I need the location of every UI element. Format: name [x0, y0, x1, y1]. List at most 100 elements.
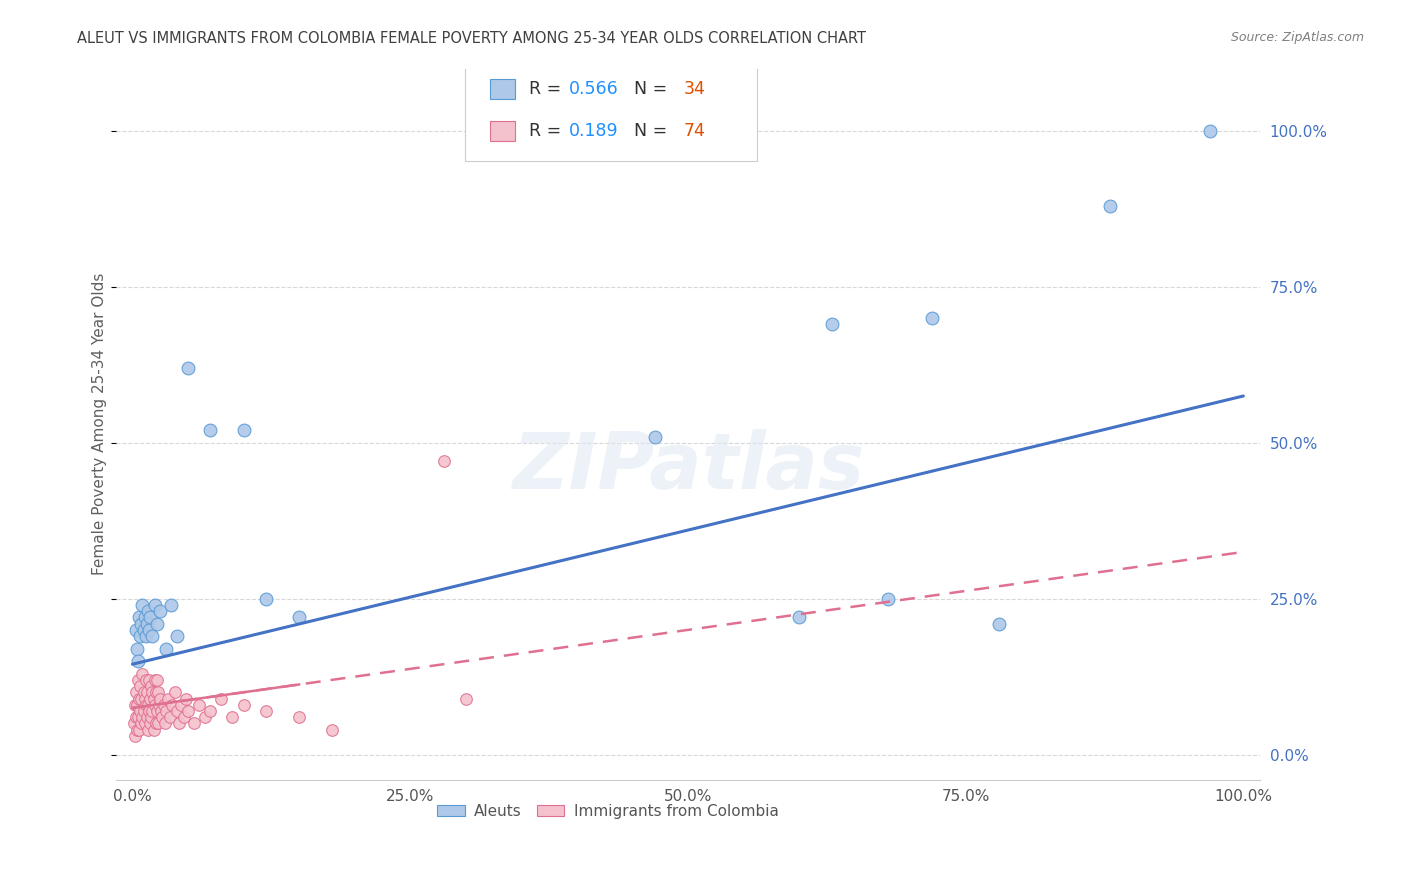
Point [139, 610, 162, 624]
Point [138, 673, 160, 687]
Point [194, 710, 217, 724]
Point [125, 641, 148, 656]
Point [135, 673, 157, 687]
Text: 74: 74 [683, 122, 706, 140]
Point [160, 598, 183, 612]
Point [141, 710, 163, 724]
Point [177, 704, 200, 718]
Point [141, 629, 163, 643]
Point [153, 716, 176, 731]
Point [134, 610, 156, 624]
Point [141, 685, 163, 699]
Point [125, 723, 148, 737]
Point [454, 691, 477, 706]
Point [166, 704, 188, 718]
Point [170, 698, 193, 712]
Point [134, 716, 156, 731]
Legend: Aleuts, Immigrants from Colombia: Aleuts, Immigrants from Colombia [432, 798, 785, 825]
Text: 0.189: 0.189 [569, 122, 619, 140]
Point [232, 423, 254, 437]
Point [136, 698, 159, 712]
Text: ZIPatlas: ZIPatlas [512, 429, 865, 505]
Point [288, 610, 311, 624]
Point [152, 698, 174, 712]
Point [163, 685, 186, 699]
Point [143, 698, 166, 712]
Point [127, 654, 149, 668]
Point [146, 616, 169, 631]
Point [183, 716, 205, 731]
Point [149, 604, 172, 618]
Text: R =: R = [529, 122, 567, 140]
Point [142, 691, 165, 706]
Point [188, 698, 211, 712]
Text: R =: R = [529, 80, 567, 98]
Point [125, 685, 148, 699]
Point [145, 685, 167, 699]
Text: ALEUT VS IMMIGRANTS FROM COLOMBIA FEMALE POVERTY AMONG 25-34 YEAR OLDS CORRELATI: ALEUT VS IMMIGRANTS FROM COLOMBIA FEMALE… [77, 31, 866, 46]
Point [139, 691, 162, 706]
Point [135, 629, 157, 643]
Point [787, 610, 810, 624]
Point [138, 704, 160, 718]
Point [221, 710, 243, 724]
Point [232, 698, 254, 712]
Point [128, 723, 150, 737]
Point [167, 716, 190, 731]
Text: Source: ZipAtlas.com: Source: ZipAtlas.com [1230, 31, 1364, 45]
Point [1199, 124, 1222, 138]
Point [129, 704, 152, 718]
Point [146, 716, 169, 731]
Y-axis label: Female Poverty Among 25-34 Year Olds: Female Poverty Among 25-34 Year Olds [93, 273, 107, 575]
Point [141, 704, 163, 718]
Point [254, 591, 277, 606]
Point [135, 710, 157, 724]
Point [987, 616, 1010, 631]
Text: 0.566: 0.566 [569, 80, 619, 98]
Point [131, 666, 153, 681]
Point [125, 623, 148, 637]
Point [141, 679, 163, 693]
Point [200, 704, 222, 718]
Point [143, 598, 166, 612]
Point [125, 710, 148, 724]
Point [432, 454, 454, 468]
Point [155, 704, 177, 718]
Point [125, 698, 148, 712]
Point [209, 691, 232, 706]
Point [148, 698, 170, 712]
Point [131, 598, 153, 612]
Point [128, 610, 150, 624]
Point [166, 629, 188, 643]
Point [254, 704, 277, 718]
Point [124, 729, 146, 743]
Point [132, 623, 155, 637]
Point [921, 311, 943, 326]
Point [122, 716, 145, 731]
Point [146, 673, 169, 687]
Point [321, 723, 343, 737]
Point [177, 360, 200, 375]
Point [132, 704, 155, 718]
Point [876, 591, 898, 606]
Text: N =: N = [623, 122, 672, 140]
Point [135, 685, 157, 699]
Point [156, 691, 179, 706]
Point [162, 698, 184, 712]
Point [131, 716, 153, 731]
Point [145, 716, 167, 731]
Point [200, 423, 222, 437]
FancyBboxPatch shape [489, 121, 515, 141]
Point [146, 704, 169, 718]
Point [152, 710, 174, 724]
Point [1099, 199, 1122, 213]
Point [821, 318, 844, 332]
Point [644, 429, 666, 443]
Point [142, 723, 165, 737]
Point [124, 698, 146, 712]
Point [129, 629, 152, 643]
Text: N =: N = [623, 80, 672, 98]
Point [127, 710, 149, 724]
Point [129, 679, 152, 693]
Point [143, 673, 166, 687]
